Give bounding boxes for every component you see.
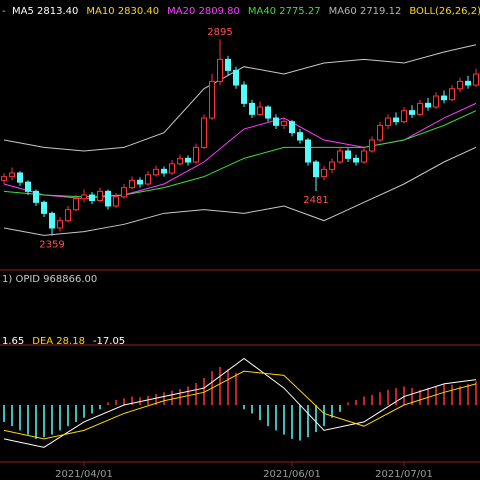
legend-item: MA60 2719.12	[329, 6, 402, 17]
candle-body	[73, 198, 79, 211]
candle-body	[393, 117, 399, 123]
indicator-line	[3, 146, 477, 236]
legend-item: DEA 28.18	[32, 336, 85, 347]
candle-body	[457, 80, 463, 90]
candle-body	[105, 190, 111, 207]
candle-body	[337, 150, 343, 163]
candle-body	[329, 161, 335, 170]
candle-body	[1, 176, 7, 181]
candle-body	[401, 110, 407, 123]
header-dash: -	[2, 6, 6, 17]
price-annotation: 2481	[303, 195, 328, 206]
legend-item: MA40 2775.27	[248, 6, 321, 17]
candle-body	[241, 84, 247, 104]
x-tick-label: 2021/04/01	[55, 469, 113, 480]
candle-body	[201, 117, 207, 148]
candle-body	[233, 69, 239, 86]
candle-body	[41, 201, 47, 214]
candle-body	[425, 102, 431, 108]
legend-item: 1.65	[2, 336, 24, 347]
price-annotation: 2359	[39, 240, 64, 251]
candle-body	[345, 150, 351, 159]
x-tick-label: 2021/07/01	[375, 469, 433, 480]
candle-body	[409, 110, 415, 115]
candle-body	[113, 196, 119, 207]
candle-body	[313, 161, 319, 178]
candle-body	[265, 106, 271, 119]
candle-body	[153, 168, 159, 176]
candle-body	[57, 220, 63, 229]
indicator-line	[3, 44, 477, 152]
candle-body	[209, 80, 215, 119]
candle-body	[249, 102, 255, 115]
candle-body	[465, 80, 471, 86]
candle-body	[417, 102, 423, 115]
indicator-line	[3, 357, 477, 448]
legend-item: MA20 2809.80	[167, 6, 240, 17]
candle-body	[129, 179, 135, 189]
candle-body	[49, 212, 55, 229]
candle-body	[369, 139, 375, 152]
candle-body	[9, 172, 15, 178]
candle-body	[385, 117, 391, 126]
candle-body	[377, 124, 383, 141]
candle-body	[321, 168, 327, 178]
candle-body	[305, 139, 311, 163]
candle-body	[25, 181, 31, 192]
price-annotation: 2895	[207, 27, 232, 38]
candle-body	[145, 174, 151, 185]
legend-item: -17.05	[93, 336, 125, 347]
candle-body	[217, 58, 223, 82]
candle-body	[89, 194, 95, 201]
candle-body	[257, 106, 263, 115]
candle-body	[17, 172, 23, 183]
candle-body	[121, 187, 127, 198]
candle-body	[441, 95, 447, 101]
candle-body	[353, 157, 359, 163]
candle-body	[289, 121, 295, 134]
candle-body	[65, 209, 71, 222]
candle-body	[177, 157, 183, 165]
candle-body	[361, 150, 367, 163]
candle-body	[473, 73, 479, 86]
candle-body	[297, 132, 303, 141]
indicator-line	[3, 370, 477, 440]
candle-body	[225, 58, 231, 71]
legend-item: MA5 2813.40	[12, 6, 78, 17]
legend-item: BOLL(26,26,2)	[409, 6, 480, 17]
legend-item: MA10 2830.40	[86, 6, 159, 17]
x-tick-label: 2021/06/01	[263, 469, 321, 480]
candle-body	[193, 146, 199, 163]
candle-body	[169, 163, 175, 174]
candle-body	[281, 121, 287, 126]
candle-body	[185, 157, 191, 163]
candle-body	[449, 88, 455, 101]
candle-body	[33, 190, 39, 203]
volume-label: 1) OPID 968866.00	[2, 274, 97, 285]
candle-body	[433, 95, 439, 108]
candle-body	[137, 179, 143, 185]
candle-body	[97, 190, 103, 201]
candle-body	[161, 168, 167, 174]
candle-body	[81, 194, 87, 200]
candle-body	[273, 117, 279, 126]
